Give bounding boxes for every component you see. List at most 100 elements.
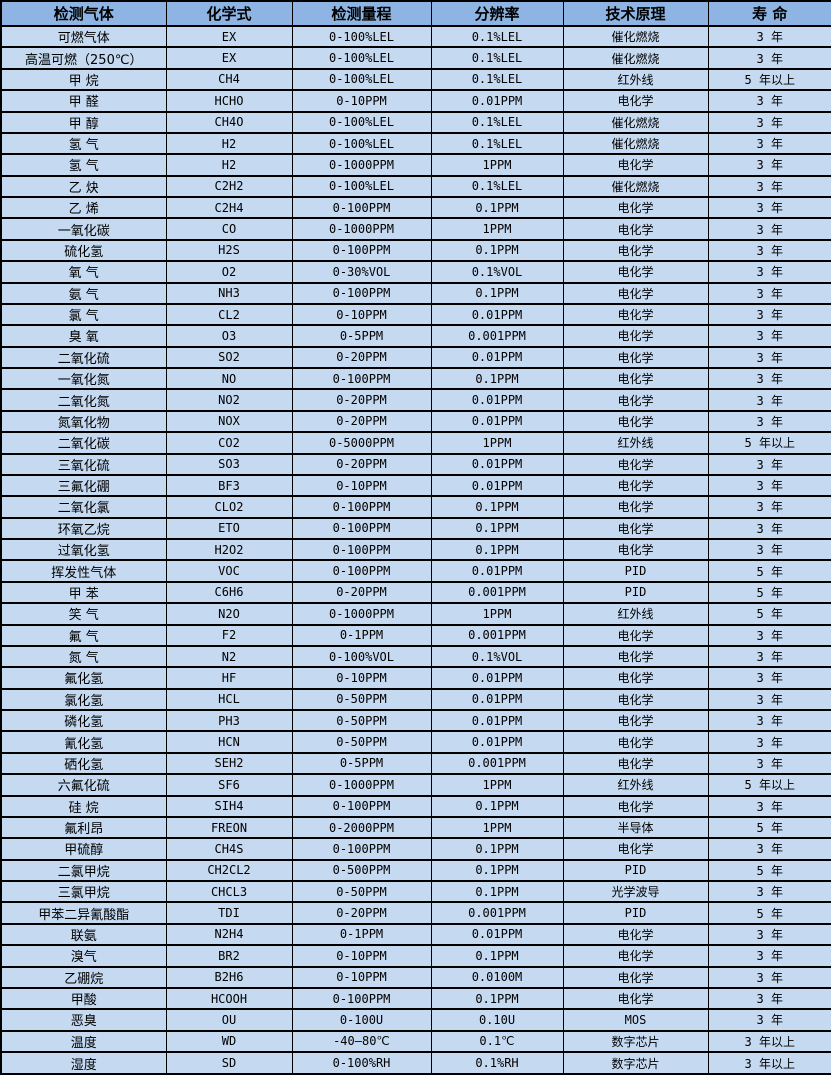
cell-formula: CH4O — [165, 110, 293, 134]
cell-lifespan: 3 年 — [707, 837, 831, 861]
cell-resolution: 0.001PPM — [430, 751, 564, 776]
cell-lifespan: 3 年 — [707, 153, 831, 177]
cell-range: 0-2000PPM — [291, 815, 432, 840]
table-row: 甲 醇 CH4O 0-100%LEL 0.1%LEL 催化燃烧 3 年 — [0, 110, 831, 134]
cell-gas: 高温可燃（250℃） — [0, 46, 167, 70]
cell-principle: 电化学 — [562, 409, 709, 434]
cell-resolution: 0.01PPM — [430, 922, 564, 947]
cell-gas: 三氯甲烷 — [0, 879, 167, 904]
cell-resolution: 0.01PPM — [430, 730, 564, 754]
table-row: 笑 气 N2O 0-1000PPM 1PPM 红外线 5 年 — [0, 602, 831, 626]
cell-gas: 氧 气 — [0, 260, 167, 284]
table-row: 乙硼烷 B2H6 0-10PPM 0.0100M 电化学 3 年 — [0, 965, 831, 989]
cell-lifespan: 5 年 — [707, 858, 831, 883]
cell-lifespan: 3 年 — [707, 302, 831, 327]
cell-range: 0-5000PPM — [291, 431, 432, 455]
cell-formula: NOX — [165, 409, 293, 434]
cell-lifespan: 3 年 — [707, 1008, 831, 1032]
cell-lifespan: 3 年 — [707, 473, 831, 498]
table-row: 甲苯二异氰酸酯 TDI 0-20PPM 0.001PPM PID 5 年 — [0, 901, 831, 925]
cell-lifespan: 3 年 — [707, 879, 831, 904]
cell-resolution: 0.1PPM — [430, 858, 564, 883]
cell-formula: CH2CL2 — [165, 858, 293, 883]
cell-lifespan: 5 年 — [707, 602, 831, 626]
cell-resolution: 0.1PPM — [430, 794, 564, 818]
cell-range: 0-100%LEL — [291, 174, 432, 199]
cell-range: 0-20PPM — [291, 452, 432, 476]
cell-lifespan: 3 年 — [707, 623, 831, 647]
cell-gas: 温度 — [0, 1029, 167, 1054]
cell-principle: 电化学 — [562, 153, 709, 177]
table-row: 乙 炔 C2H2 0-100%LEL 0.1%LEL 催化燃烧 3 年 — [0, 174, 831, 199]
cell-lifespan: 3 年 — [707, 986, 831, 1011]
cell-range: 0-50PPM — [291, 730, 432, 754]
cell-range: 0-100PPM — [291, 238, 432, 263]
table-row: 恶臭 OU 0-100U 0.10U MOS 3 年 — [0, 1008, 831, 1032]
cell-gas: 过氧化氢 — [0, 537, 167, 562]
cell-principle: 红外线 — [562, 431, 709, 455]
cell-principle: 电化学 — [562, 666, 709, 690]
cell-range: 0-100PPM — [291, 495, 432, 519]
cell-resolution: 0.1PPM — [430, 366, 564, 391]
cell-principle: 催化燃烧 — [562, 174, 709, 199]
cell-range: 0-100%VOL — [291, 644, 432, 669]
cell-formula: HCHO — [165, 89, 293, 113]
cell-formula: HCOOH — [165, 986, 293, 1011]
header-row: 检测气体 化学式 检测量程 分辨率 技术原理 寿 命 — [0, 0, 831, 27]
cell-gas: 臭 氧 — [0, 324, 167, 348]
cell-principle: MOS — [562, 1008, 709, 1032]
cell-resolution: 0.0100M — [430, 965, 564, 989]
table-row: 一氧化碳 CO 0-1000PPM 1PPM 电化学 3 年 — [0, 217, 831, 241]
cell-gas: 甲 烷 — [0, 67, 167, 92]
cell-range: 0-100%LEL — [291, 46, 432, 70]
cell-lifespan: 3 年 — [707, 708, 831, 733]
cell-gas: 氰化氢 — [0, 730, 167, 754]
cell-principle: 电化学 — [562, 730, 709, 754]
cell-formula: O3 — [165, 324, 293, 348]
cell-range: 0-10PPM — [291, 944, 432, 968]
cell-lifespan: 3 年 — [707, 794, 831, 818]
table-row: 硅 烷 SIH4 0-100PPM 0.1PPM 电化学 3 年 — [0, 794, 831, 818]
cell-gas: 笑 气 — [0, 602, 167, 626]
cell-resolution: 0.1%RH — [430, 1051, 564, 1075]
cell-range: 0-10PPM — [291, 302, 432, 327]
cell-principle: 电化学 — [562, 644, 709, 669]
cell-resolution: 0.1PPM — [430, 195, 564, 220]
cell-principle: 电化学 — [562, 217, 709, 241]
cell-formula: NO2 — [165, 388, 293, 412]
table-row: 磷化氢 PH3 0-50PPM 0.01PPM 电化学 3 年 — [0, 708, 831, 733]
cell-principle: 电化学 — [562, 281, 709, 305]
cell-resolution: 1PPM — [430, 153, 564, 177]
cell-principle: 电化学 — [562, 195, 709, 220]
cell-gas: 氯 气 — [0, 302, 167, 327]
cell-principle: 电化学 — [562, 366, 709, 391]
cell-formula: HF — [165, 666, 293, 690]
cell-principle: 电化学 — [562, 324, 709, 348]
cell-formula: BR2 — [165, 944, 293, 968]
cell-resolution: 0.1PPM — [430, 986, 564, 1011]
cell-gas: 硫化氢 — [0, 238, 167, 263]
cell-gas: 二氧化碳 — [0, 431, 167, 455]
cell-formula: CHCL3 — [165, 879, 293, 904]
cell-principle: PID — [562, 901, 709, 925]
cell-gas: 六氟化硫 — [0, 773, 167, 797]
cell-resolution: 0.01PPM — [430, 473, 564, 498]
cell-gas: 恶臭 — [0, 1008, 167, 1032]
cell-range: 0-100%LEL — [291, 131, 432, 156]
table-row: 氮氧化物 NOX 0-20PPM 0.01PPM 电化学 3 年 — [0, 409, 831, 434]
cell-principle: 电化学 — [562, 260, 709, 284]
cell-lifespan: 3 年 — [707, 452, 831, 476]
cell-range: 0-20PPM — [291, 901, 432, 925]
cell-gas: 氮氧化物 — [0, 409, 167, 434]
table-row: 溴气 BR2 0-10PPM 0.1PPM 电化学 3 年 — [0, 944, 831, 968]
cell-principle: PID — [562, 858, 709, 883]
cell-resolution: 1PPM — [430, 773, 564, 797]
cell-formula: H2O2 — [165, 537, 293, 562]
cell-formula: HCL — [165, 687, 293, 712]
cell-principle: 电化学 — [562, 986, 709, 1011]
cell-principle: 电化学 — [562, 537, 709, 562]
cell-principle: 红外线 — [562, 67, 709, 92]
cell-lifespan: 3 年 — [707, 922, 831, 947]
cell-gas: 氢 气 — [0, 153, 167, 177]
cell-lifespan: 3 年 — [707, 537, 831, 562]
